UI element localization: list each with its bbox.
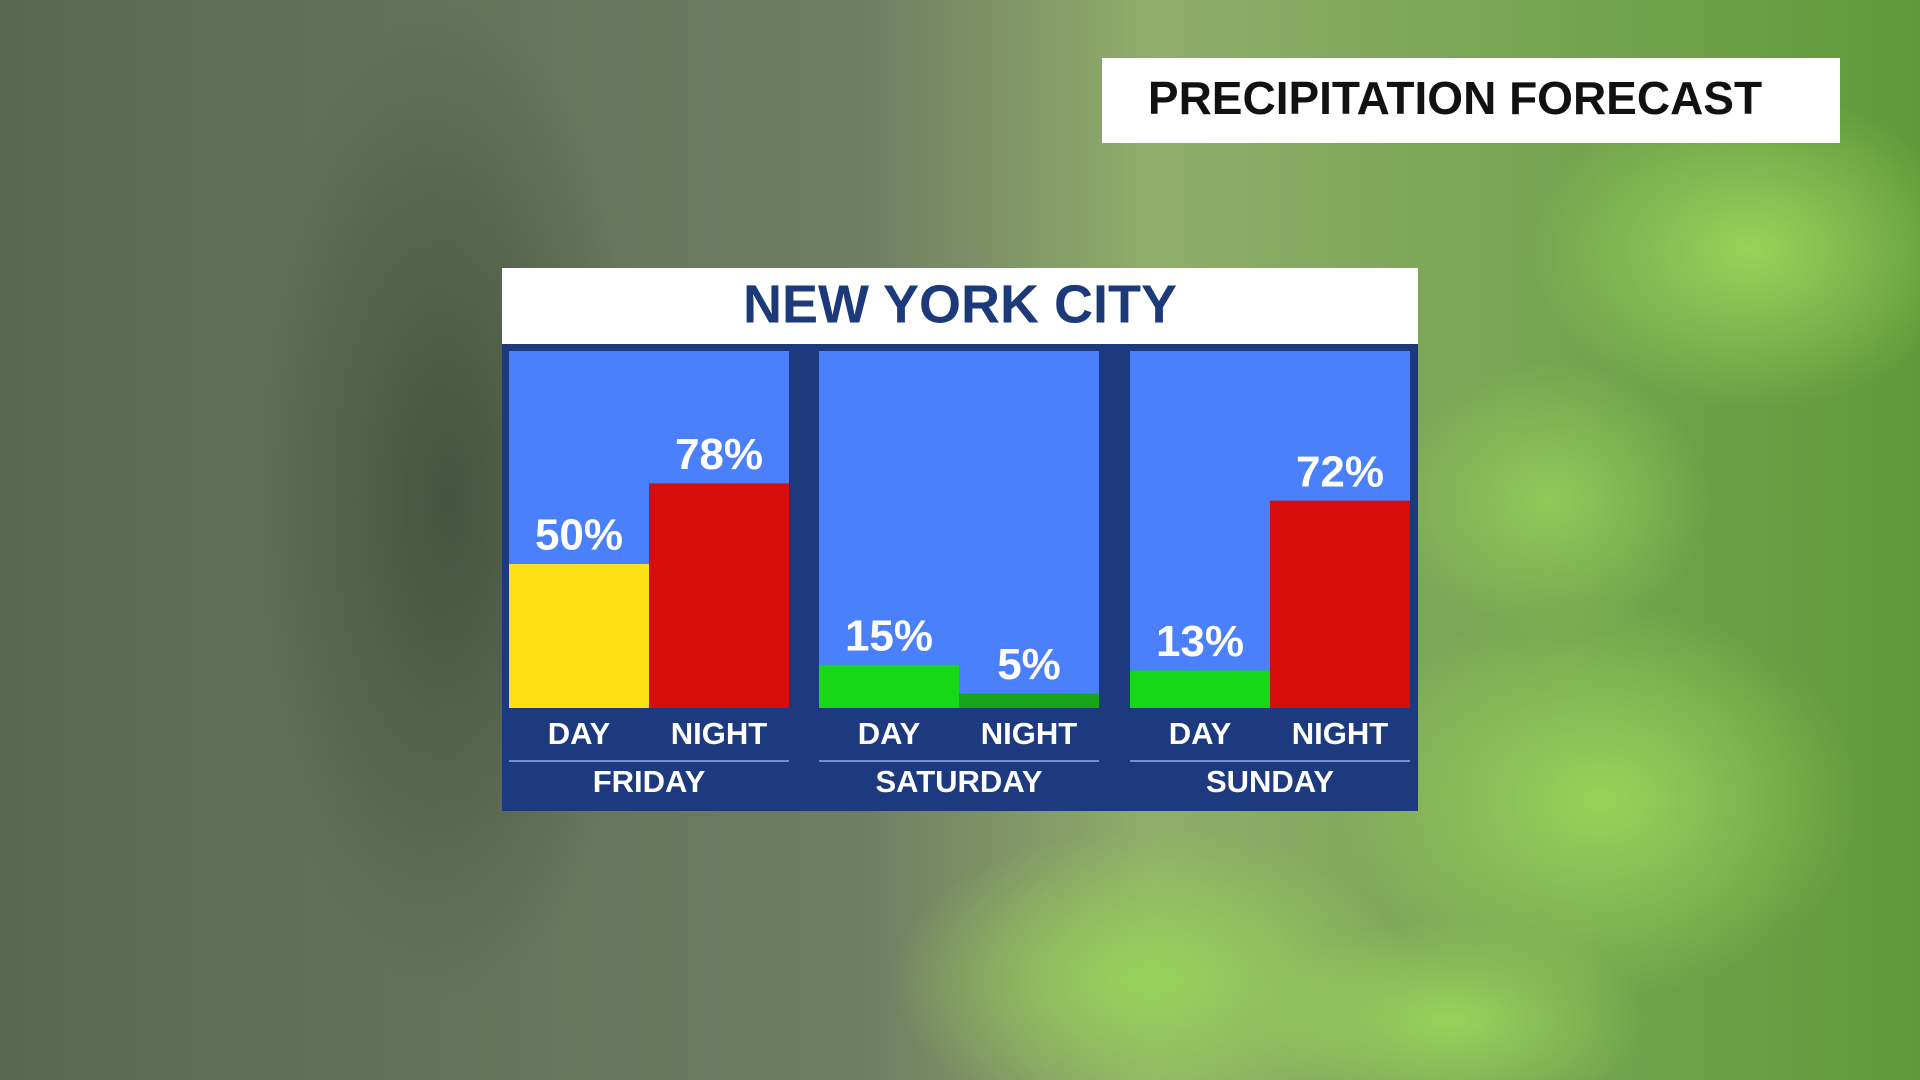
header-box bbox=[1102, 58, 1840, 143]
period-label: DAY bbox=[1169, 716, 1232, 751]
value-label: 15% bbox=[845, 611, 933, 660]
value-label: 13% bbox=[1156, 617, 1244, 666]
bar bbox=[819, 664, 959, 708]
value-label: 50% bbox=[535, 511, 623, 560]
background-leaf bbox=[1250, 920, 1650, 1080]
period-label: DAY bbox=[858, 716, 921, 751]
period-label: NIGHT bbox=[1292, 716, 1389, 751]
bar bbox=[1270, 500, 1410, 708]
value-label: 5% bbox=[997, 640, 1061, 689]
background-leaf bbox=[1390, 360, 1710, 640]
day-label: FRIDAY bbox=[593, 764, 706, 799]
period-label: NIGHT bbox=[981, 716, 1078, 751]
day-label: SUNDAY bbox=[1206, 764, 1334, 799]
title-box bbox=[502, 268, 1418, 344]
day-label: SATURDAY bbox=[875, 764, 1042, 799]
value-label: 72% bbox=[1296, 447, 1384, 496]
plot: FRIDAY 50% DAY 78% NIGHT SATURDAY 15% DAY 5% NIGH… bbox=[509, 351, 1410, 805]
label-row bbox=[819, 708, 1099, 805]
value-label: 78% bbox=[675, 430, 763, 479]
bar bbox=[959, 693, 1099, 708]
label-row bbox=[509, 708, 789, 805]
background-leaf bbox=[1340, 600, 1860, 1000]
period-label: NIGHT bbox=[671, 716, 768, 751]
period-label: DAY bbox=[548, 716, 611, 751]
bar bbox=[509, 564, 649, 708]
label-row bbox=[1130, 708, 1410, 805]
header-title: PRECIPITATION FORECAST bbox=[1148, 72, 1762, 124]
background-leaf bbox=[1530, 90, 1920, 410]
bar bbox=[1130, 670, 1270, 708]
panel-background bbox=[819, 351, 1099, 708]
chart-title: NEW YORK CITY bbox=[743, 274, 1177, 334]
bar bbox=[649, 483, 789, 708]
